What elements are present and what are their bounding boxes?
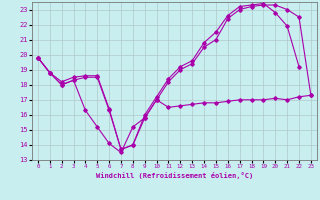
X-axis label: Windchill (Refroidissement éolien,°C): Windchill (Refroidissement éolien,°C)	[96, 172, 253, 179]
